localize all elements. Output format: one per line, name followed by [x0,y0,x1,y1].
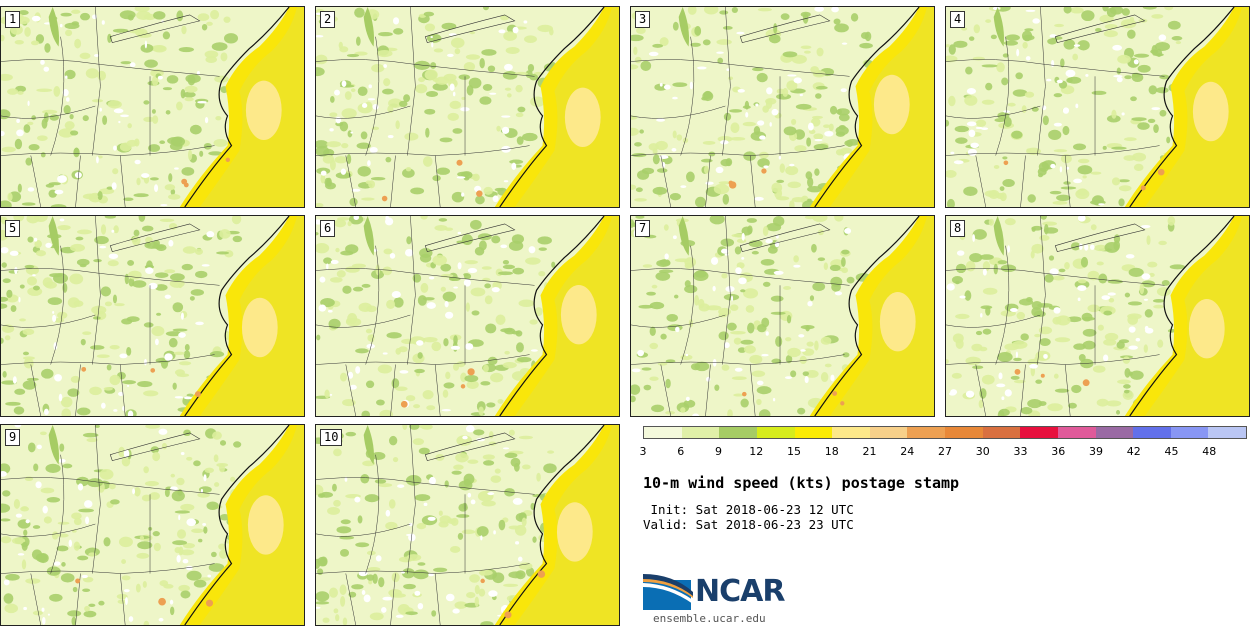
ncar-logo: NCAR [643,570,803,615]
color-swatch [1057,427,1096,438]
wind-speed-map [1,425,304,625]
member-number: 3 [635,11,651,28]
ensemble-member-map-3: 3 [630,6,935,208]
member-number: 8 [950,220,966,237]
color-swatch [1095,427,1134,438]
color-scale-tick: 48 [1202,445,1217,458]
color-scale-tick: 27 [938,445,952,458]
color-scale-tick: 45 [1164,445,1179,458]
color-scale-tick: 39 [1089,445,1103,458]
ensemble-member-map-8: 8 [945,215,1250,417]
ensemble-member-map-2: 2 [315,6,620,208]
color-swatch [756,427,795,438]
color-scale-tick: 36 [1051,445,1066,458]
member-number: 5 [5,220,21,237]
color-scale-bar [643,426,1247,439]
color-swatch [832,427,870,438]
ensemble-member-map-1: 1 [0,6,305,208]
color-scale-tick: 21 [862,445,877,458]
wind-speed-map [316,216,619,416]
wind-speed-map [1,216,304,416]
color-swatch [644,427,682,438]
color-swatch [869,427,908,438]
ensemble-member-map-7: 7 [630,215,935,417]
color-scale-tick: 12 [749,445,764,458]
color-scale-tick: 3 [639,445,647,458]
site-url: ensemble.ucar.edu [653,612,766,625]
color-swatch [1170,427,1209,438]
color-scale-ticks: 3 6 9 12 15 18 21 24 27 30 33 36 39 42 45 48 [639,445,1247,459]
member-number: 2 [320,11,336,28]
color-scale-tick: 9 [715,445,722,458]
color-scale-tick: 33 [1013,445,1028,458]
valid-time: Valid: Sat 2018-06-23 23 UTC [643,517,854,532]
member-number: 6 [320,220,336,237]
wind-speed-map [316,425,619,625]
color-swatch [681,427,720,438]
ncar-wordmark: NCAR [695,574,785,609]
member-number: 1 [5,11,21,28]
color-swatch [1020,427,1058,438]
wind-speed-map [316,7,619,207]
color-swatch [794,427,833,438]
member-number: 10 [320,429,343,446]
color-scale-tick: 42 [1126,445,1141,458]
ensemble-member-map-6: 6 [315,215,620,417]
init-time: Init: Sat 2018-06-23 12 UTC [643,502,854,517]
ensemble-member-map-9: 9 [0,424,305,626]
wind-speed-map [946,216,1249,416]
wind-speed-map [631,7,934,207]
member-number: 7 [635,220,651,237]
member-number: 4 [950,11,966,28]
page-title: 10-m wind speed (kts) postage stamp [643,474,960,492]
ncar-swoosh-icon [643,574,693,610]
color-swatch [982,427,1021,438]
wind-speed-map [631,216,934,416]
color-swatch [719,427,757,438]
color-swatch [1133,427,1171,438]
ensemble-member-map-10: 10 [315,424,620,626]
color-scale-tick: 24 [900,445,915,458]
color-scale-tick: 30 [975,445,990,458]
ensemble-member-map-5: 5 [0,215,305,417]
color-swatch [907,427,945,438]
member-number: 9 [5,429,21,446]
color-swatch [945,427,983,438]
wind-speed-map [1,7,304,207]
ensemble-member-map-4: 4 [945,6,1250,208]
color-scale-tick: 18 [824,445,839,458]
color-scale-tick: 6 [677,445,685,458]
wind-speed-map [946,7,1249,207]
color-scale-tick: 15 [787,445,801,458]
color-swatch [1208,427,1246,438]
